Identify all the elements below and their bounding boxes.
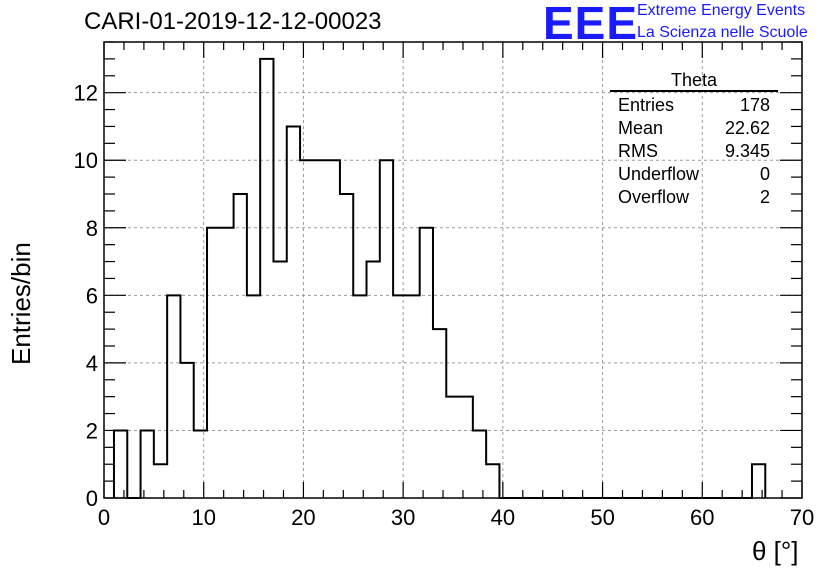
stats-row: Entries 178: [610, 94, 778, 117]
y-tick-label: 12: [74, 81, 98, 106]
histogram-bin: [340, 194, 353, 498]
histogram-bin: [154, 464, 167, 498]
histogram-bin: [460, 397, 473, 498]
histogram-bin: [194, 430, 207, 498]
histogram-bin: [406, 295, 419, 498]
histogram-bin: [287, 126, 300, 498]
stats-row: Underflow 0: [610, 163, 778, 186]
histogram-bin: [393, 295, 406, 498]
plot-frame: [103, 41, 803, 499]
x-axis-label: θ [°]: [752, 536, 799, 566]
histogram-bin: [313, 160, 326, 498]
y-tick-label: 6: [86, 283, 98, 308]
x-tick-label: 60: [690, 505, 714, 530]
histogram-bin: [234, 194, 247, 498]
histogram-bin: [353, 295, 366, 498]
stats-row: RMS 9.345: [610, 140, 778, 163]
histogram-bin: [167, 295, 180, 498]
y-tick-label: 8: [86, 216, 98, 241]
stats-label: RMS: [618, 141, 658, 161]
stats-value: 178: [739, 95, 770, 115]
stats-value: 22.62: [724, 118, 770, 138]
y-tick-label: 4: [86, 351, 98, 376]
histogram-bin: [327, 160, 340, 498]
histogram-bin: [300, 160, 313, 498]
histogram-bin: [473, 430, 486, 498]
stats-label: Entries: [618, 95, 675, 115]
histogram-bin: [247, 295, 260, 498]
histogram-bin: [752, 464, 765, 498]
x-tick-label: 0: [98, 505, 110, 530]
histogram-bin: [446, 397, 459, 498]
stats-row: Overflow 2: [610, 186, 778, 209]
stats-title: Theta: [610, 70, 778, 92]
stats-box: Theta Entries 178 Mean 22.62 RMS 9.345 Unde…: [610, 70, 778, 209]
histogram-bin: [433, 329, 446, 498]
stats-value: 0: [759, 164, 770, 184]
y-axis-label: Entries/bin: [6, 242, 36, 365]
eee-logo: EEE: [543, 0, 639, 49]
stats-value: 9.345: [724, 141, 770, 161]
stats-label: Overflow: [618, 187, 690, 207]
brand-line-1: Extreme Energy Events: [637, 2, 806, 19]
histogram-bin: [141, 430, 154, 498]
stats-label: Mean: [618, 118, 664, 138]
chart-title: CARI-01-2019-12-12-00023: [84, 8, 382, 35]
x-tick-label: 70: [790, 505, 814, 530]
stats-label: Underflow: [618, 164, 700, 184]
x-tick-label: 20: [291, 505, 315, 530]
y-tick-label: 10: [74, 148, 98, 173]
x-tick-label: 50: [590, 505, 614, 530]
y-tick-label: 2: [86, 418, 98, 443]
histogram-bin: [114, 430, 127, 498]
histogram-bin: [486, 464, 499, 498]
stats-row: Mean 22.62: [610, 117, 778, 140]
x-tick-label: 10: [191, 505, 215, 530]
histogram-bin: [380, 160, 393, 498]
stats-value: 2: [759, 187, 770, 207]
histogram-bin: [367, 262, 380, 498]
histogram-bin: [273, 262, 286, 498]
brand-line-2: La Scienza nelle Scuole: [637, 24, 808, 41]
y-tick-label: 0: [86, 486, 98, 511]
x-tick-label: 30: [391, 505, 415, 530]
histogram-outline: [112, 57, 767, 499]
x-tick-label: 40: [491, 505, 515, 530]
histogram-bin: [260, 59, 273, 498]
